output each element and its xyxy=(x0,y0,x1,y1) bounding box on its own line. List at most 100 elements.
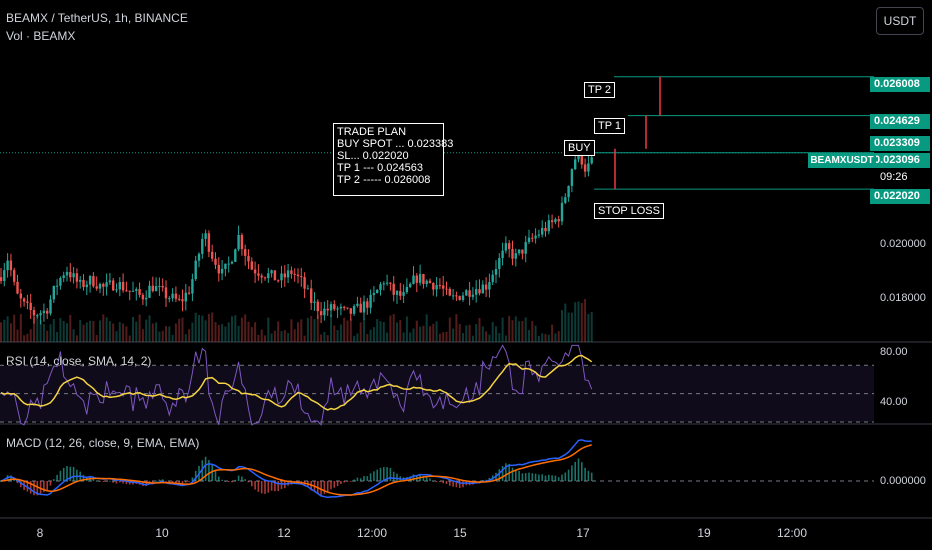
macd-histogram-bar xyxy=(171,481,174,483)
candle-body xyxy=(273,270,277,281)
volume-bar xyxy=(69,315,72,342)
candle-body xyxy=(494,268,498,275)
volume-bar xyxy=(125,326,128,342)
time-tick: 17 xyxy=(576,526,590,540)
candle-body xyxy=(240,234,244,250)
volume-bar xyxy=(178,318,181,342)
volume-bar xyxy=(240,317,243,342)
volume-bar xyxy=(330,314,332,342)
volume-bar xyxy=(191,322,194,342)
candle-body xyxy=(329,304,333,311)
candle-body xyxy=(445,288,448,290)
volume-bar xyxy=(158,331,161,342)
macd-histogram-bar xyxy=(429,478,431,481)
candle-body xyxy=(296,274,300,277)
macd-histogram-bar xyxy=(511,467,514,481)
candle-body xyxy=(326,308,329,311)
macd-histogram-bar xyxy=(237,475,240,481)
candle-body xyxy=(385,282,389,284)
macd-histogram-bar xyxy=(221,479,223,481)
volume-bar xyxy=(39,320,42,342)
candle-body xyxy=(62,275,65,278)
macd-histogram-bar xyxy=(185,481,187,483)
candle-body xyxy=(409,283,412,287)
candle-body xyxy=(359,303,362,313)
volume-bar xyxy=(514,316,517,342)
volume-bar xyxy=(353,335,356,342)
macd-histogram-bar xyxy=(102,481,105,482)
macd-histogram-bar xyxy=(280,481,283,489)
volume-bar xyxy=(379,321,382,342)
macd-histogram-bar xyxy=(201,460,204,481)
candle-body xyxy=(227,263,230,265)
volume-bar xyxy=(207,313,210,342)
tp1-tag: TP 1 xyxy=(594,118,626,134)
candle-body xyxy=(376,289,379,294)
macd-histogram-bar xyxy=(274,481,276,492)
candle-body xyxy=(187,292,191,294)
volume-bar xyxy=(234,315,237,342)
macd-histogram-bar xyxy=(392,471,395,481)
macd-histogram-bar xyxy=(29,481,32,494)
volume-bar xyxy=(531,321,534,342)
macd-histogram-bar xyxy=(445,481,448,484)
candle-body xyxy=(158,285,161,287)
volume-bar xyxy=(574,302,577,342)
macd-histogram-bar xyxy=(561,474,563,481)
macd-histogram-bar xyxy=(386,467,388,481)
macd-histogram-bar xyxy=(218,476,220,481)
volume-bar xyxy=(541,333,544,342)
volume-bar xyxy=(376,319,379,342)
volume-bar xyxy=(3,319,6,342)
macd-histogram-bar xyxy=(320,481,322,496)
candle-body xyxy=(458,296,461,300)
candle-body xyxy=(108,280,112,283)
volume-bar xyxy=(445,331,448,342)
macd-histogram-bar xyxy=(442,481,444,484)
macd-histogram-bar xyxy=(452,481,454,487)
candle-body xyxy=(560,202,564,222)
volume-bar xyxy=(112,323,115,342)
candle-body xyxy=(501,250,504,259)
candle-body xyxy=(42,310,46,314)
volume-bar xyxy=(521,320,524,342)
candle-body xyxy=(587,163,590,172)
volume-bar xyxy=(194,312,197,342)
candle-body xyxy=(475,289,478,295)
macd-histogram-bar xyxy=(544,475,547,481)
candle-body xyxy=(178,298,181,300)
candle-body xyxy=(26,301,29,303)
volume-bar xyxy=(56,331,59,342)
macd-histogram-bar xyxy=(16,481,19,484)
macd-histogram-bar xyxy=(366,476,369,481)
volume-bar xyxy=(151,323,154,342)
candle-body xyxy=(570,169,574,186)
macd-histogram-bar xyxy=(584,467,586,481)
macd-histogram-bar xyxy=(336,481,339,486)
candle-body xyxy=(174,293,178,299)
macd-histogram-bar xyxy=(564,472,567,481)
candle-body xyxy=(389,282,392,284)
candle-body xyxy=(448,288,451,296)
macd-histogram-bar xyxy=(528,472,530,481)
volume-bar xyxy=(165,326,167,342)
trade-plan-box: TRADE PLAN BUY SPOT ... 0.023383 SL... 0… xyxy=(333,123,453,196)
candle-body xyxy=(293,273,296,275)
volume-bar xyxy=(372,327,375,342)
volume-bar xyxy=(290,319,293,342)
volume-bar xyxy=(306,317,309,342)
currency-button[interactable]: USDT xyxy=(876,7,924,35)
macd-histogram-bar xyxy=(340,481,342,484)
volume-bar xyxy=(422,325,425,342)
candle-body xyxy=(541,227,544,235)
macd-histogram-bar xyxy=(178,481,180,484)
volume-bar xyxy=(204,320,207,342)
trade-plan-line: TRADE PLAN xyxy=(337,126,407,138)
candle-body xyxy=(85,284,88,288)
macd-histogram-bar xyxy=(125,481,128,485)
volume-bar xyxy=(333,325,336,342)
volume-bar xyxy=(554,333,557,342)
volume-bar xyxy=(399,320,402,342)
volume-bar xyxy=(518,321,521,342)
